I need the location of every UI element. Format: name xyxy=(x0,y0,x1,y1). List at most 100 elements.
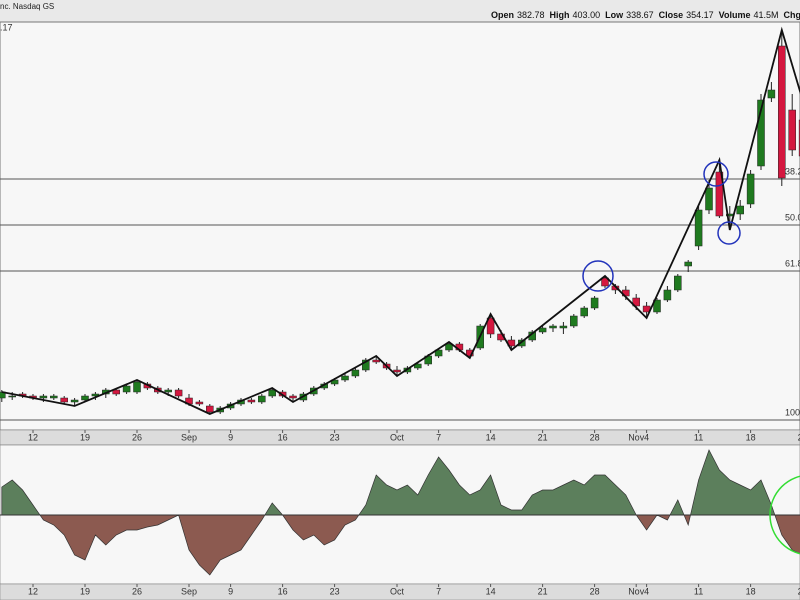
candle-body xyxy=(674,275,682,291)
candle-body xyxy=(372,359,380,363)
candle-body xyxy=(351,369,360,377)
candle-body xyxy=(653,299,661,313)
candle-body xyxy=(362,359,370,371)
candle-body xyxy=(445,343,453,351)
candle-body xyxy=(757,99,765,167)
candle-body xyxy=(549,325,557,329)
annotation-circle xyxy=(717,221,741,245)
x-tick-label: 18 xyxy=(746,432,756,442)
quote-label: High xyxy=(549,10,570,20)
x-tick-label: Oct xyxy=(390,432,405,442)
quote-value: 338.67 xyxy=(626,10,654,20)
date-strip xyxy=(0,583,800,600)
candle-body xyxy=(206,405,214,413)
oscillator-area xyxy=(1,449,800,576)
corner-value: .17 xyxy=(0,22,13,32)
x-tick-label: Nov xyxy=(628,432,645,442)
candle-body xyxy=(694,209,703,247)
x-tick-label: Nov xyxy=(628,586,645,596)
x-tick-label: Oct xyxy=(390,586,405,596)
chart-title: nc. Nasdaq GS xyxy=(0,2,55,11)
quote-label: Chg xyxy=(783,10,800,20)
quote-bar: Open 382.78 High 403.00 Low 338.67 Close 354.17… xyxy=(486,10,800,20)
x-tick-label: 21 xyxy=(538,432,548,442)
x-tick-label: 23 xyxy=(330,432,340,442)
candle-body xyxy=(268,389,276,397)
candle-body xyxy=(767,89,776,99)
candle-body xyxy=(715,171,724,217)
x-tick-label: 28 xyxy=(590,432,600,442)
candle-body xyxy=(632,297,640,307)
candle-body xyxy=(289,395,297,399)
x-tick-label: 25 xyxy=(798,432,800,442)
candle-body xyxy=(580,307,588,317)
x-tick-label: 21 xyxy=(538,586,548,596)
candle-body xyxy=(60,397,68,403)
candle-body xyxy=(684,261,692,267)
fib-label: 50.0 xyxy=(785,212,800,222)
candle-body xyxy=(590,297,599,309)
quote-value: 403.00 xyxy=(572,10,601,20)
candle-body xyxy=(518,339,526,347)
x-tick-label: 4 xyxy=(644,432,649,442)
candle-body xyxy=(81,395,89,401)
x-tick-label: 26 xyxy=(132,586,142,596)
x-tick-label: 25 xyxy=(798,586,800,596)
candle-body xyxy=(164,389,172,393)
candle-body xyxy=(50,395,58,399)
x-tick-label: 9 xyxy=(228,432,233,442)
x-tick-label: 19 xyxy=(80,586,90,596)
x-tick-label: 26 xyxy=(132,432,142,442)
candle-body xyxy=(341,375,349,381)
fib-label: 100.0 xyxy=(785,407,800,417)
candle-body xyxy=(258,395,266,403)
zigzag-line xyxy=(1,26,800,415)
candle-body xyxy=(663,289,672,301)
candle-body xyxy=(174,389,183,397)
candle-body xyxy=(788,109,796,151)
candle-body xyxy=(70,399,79,403)
x-tick-label: 7 xyxy=(436,432,441,442)
annotation-circle xyxy=(582,260,614,292)
x-tick-label: 11 xyxy=(694,432,703,442)
candle-body xyxy=(39,395,48,399)
quote-value: 382.78 xyxy=(517,10,545,20)
x-tick-label: Sep xyxy=(181,586,197,596)
x-tick-label: 19 xyxy=(80,432,90,442)
candle-body xyxy=(486,317,495,335)
candle-body xyxy=(601,277,609,287)
candle-body xyxy=(746,173,755,205)
candle-body xyxy=(8,395,16,398)
x-tick-label: 14 xyxy=(486,432,496,442)
candle-body xyxy=(393,369,401,373)
x-tick-label: Sep xyxy=(181,432,197,442)
candle-body xyxy=(778,45,786,179)
candle-body xyxy=(133,381,141,393)
header-bar xyxy=(0,0,800,22)
candle-body xyxy=(705,187,713,211)
candle-body xyxy=(538,327,547,333)
price-panel xyxy=(0,21,800,431)
candle-body xyxy=(247,399,256,403)
candle-body xyxy=(570,315,578,327)
x-tick-label: 16 xyxy=(278,586,288,596)
candle-body xyxy=(195,401,204,405)
x-tick-label: 28 xyxy=(590,586,600,596)
quote-value: 354.17 xyxy=(686,10,714,20)
candle-body xyxy=(112,389,120,395)
x-tick-label: 12 xyxy=(28,432,38,442)
plot: 38.2 50.0 61.8 100.0 12 19 26 Sep 9 16 23 Oct 7 14 21 2… xyxy=(0,26,800,596)
x-tick-label: 12 xyxy=(28,586,38,596)
x-tick-label: 9 xyxy=(228,586,233,596)
annotation-circle xyxy=(703,161,729,187)
annotation-circle xyxy=(769,475,800,555)
x-tick-label: 16 xyxy=(278,432,288,442)
quote-label: Volume xyxy=(718,10,751,20)
candle-body xyxy=(559,325,568,329)
candle-body xyxy=(122,385,131,393)
candle-body xyxy=(434,349,443,357)
x-tick-label: 23 xyxy=(330,586,340,596)
quote-label: Low xyxy=(605,10,624,20)
